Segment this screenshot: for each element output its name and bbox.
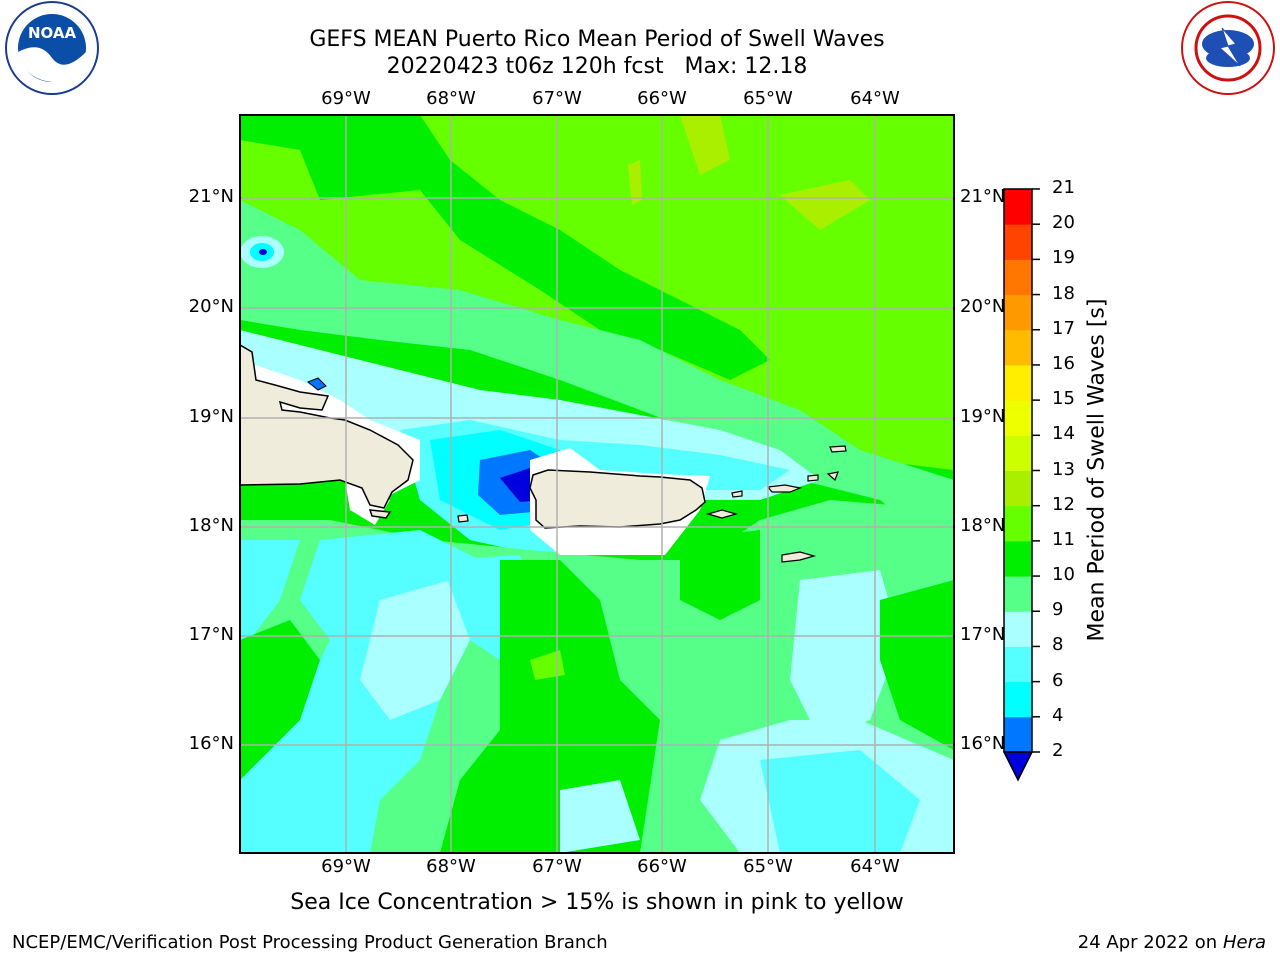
colorbar-tick-label: 16 (1052, 352, 1075, 374)
colorbar-tick-label: 17 (1052, 317, 1075, 339)
nws-logo (1181, 1, 1275, 95)
colorbar-tick-label: 10 (1052, 564, 1075, 586)
colorbar-band (1004, 716, 1032, 753)
colorbar-tick-label: 14 (1052, 423, 1075, 445)
lat-label-left: 18°N (188, 515, 234, 536)
lon-label-top: 65°W (743, 88, 793, 109)
colorbar-tick-label: 20 (1052, 212, 1075, 234)
colorbar-band (1004, 505, 1032, 542)
colorbar-tick-label: 15 (1052, 388, 1075, 410)
lat-label-left: 17°N (188, 624, 234, 645)
colorbar-band (1004, 540, 1032, 577)
colorbar-band (1004, 576, 1032, 612)
map-border (239, 114, 955, 854)
lat-label-right: 19°N (960, 406, 1006, 427)
lat-label-right: 16°N (960, 733, 1006, 754)
colorbar-band (1004, 259, 1032, 296)
colorbar-band (1004, 400, 1032, 436)
lon-label-top: 64°W (850, 88, 900, 109)
lon-label-bottom: 64°W (850, 856, 900, 877)
lon-label-bottom: 66°W (637, 856, 687, 877)
colorbar-band (1004, 224, 1032, 260)
noaa-logo: NOAA (5, 1, 99, 95)
colorbar-band (1004, 681, 1032, 718)
map-title: GEFS MEAN Puerto Rico Mean Period of Swe… (309, 27, 885, 52)
colorbar (1002, 188, 1040, 782)
colorbar-tick-label: 11 (1052, 528, 1075, 550)
lat-label-left: 21°N (188, 186, 234, 207)
lon-label-bottom: 65°W (743, 856, 793, 877)
lon-label-bottom: 68°W (426, 856, 476, 877)
map-grid (240, 115, 954, 853)
colorbar-band (1004, 189, 1032, 225)
colorbar-tick-label: 8 (1052, 634, 1064, 656)
colorbar-tick-label: 13 (1052, 458, 1075, 480)
lon-label-top: 69°W (321, 88, 371, 109)
colorbar-tick-label: 18 (1052, 282, 1075, 304)
lat-label-right: 17°N (960, 624, 1006, 645)
footer-date-text: 24 Apr 2022 on (1077, 932, 1218, 953)
colorbar-band (1004, 646, 1032, 683)
map-subtitle: 20220423 t06z 120h fcst Max: 12.18 (386, 54, 808, 79)
lat-label-right: 18°N (960, 515, 1006, 536)
lon-label-top: 66°W (637, 88, 687, 109)
lat-label-left: 16°N (188, 733, 234, 754)
lon-label-top: 67°W (532, 88, 582, 109)
noaa-text: NOAA (28, 24, 77, 42)
colorbar-band (1004, 611, 1032, 647)
footer-credit: NCEP/EMC/Verification Post Processing Pr… (12, 932, 608, 953)
colorbar-band (1004, 329, 1032, 366)
colorbar-band (1004, 470, 1032, 507)
colorbar-tick-label: 19 (1052, 247, 1075, 269)
colorbar-tick-label: 9 (1052, 599, 1064, 621)
colorbar-band (1004, 364, 1032, 401)
colorbar-tick-label: 12 (1052, 493, 1075, 515)
lat-label-right: 21°N (960, 186, 1006, 207)
colorbar-tick-label: 2 (1052, 740, 1064, 761)
colorbar-band (1004, 435, 1032, 471)
colorbar-band (1004, 294, 1032, 331)
colorbar-extend-triangle (1002, 751, 1034, 782)
lon-label-bottom: 69°W (321, 856, 371, 877)
swell-period-field (240, 115, 954, 853)
lat-label-left: 20°N (188, 296, 234, 317)
colorbar-tick-label: 21 (1052, 177, 1075, 198)
footer-date: 24 Apr 2022 on Hera (1078, 932, 1266, 953)
sea-ice-note: Sea Ice Concentration > 15% is shown in … (290, 890, 904, 915)
colorbar-tick-label: 6 (1052, 669, 1064, 691)
lat-label-right: 20°N (960, 296, 1006, 317)
colorbar-tick-label: 4 (1052, 704, 1064, 726)
colorbar-label: Mean Period of Swell Waves [s] (1084, 298, 1110, 642)
lon-label-bottom: 67°W (532, 856, 582, 877)
lon-label-top: 68°W (426, 88, 476, 109)
lat-label-left: 19°N (188, 406, 234, 427)
footer-host: Hera (1222, 932, 1266, 953)
